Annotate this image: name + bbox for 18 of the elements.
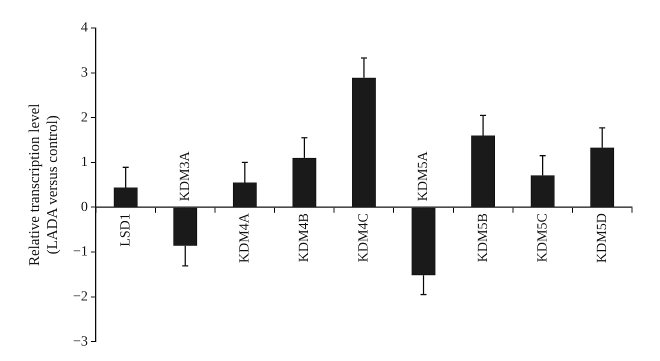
y-tick-label: −3 [72,334,88,350]
x-tick-label: KDM5A [416,150,432,202]
x-tick-label: LSD1 [118,213,134,247]
y-tick-label: −2 [72,289,88,304]
x-tick-label: KDM5D [594,213,610,263]
x-tick-label: KDM4C [356,213,372,262]
x-tick-label: KDM3A [178,150,193,202]
y-tick-label: 1 [80,155,88,170]
x-tick-label: KDM4A [237,212,252,263]
x-tick-label: KDM5B [476,213,491,262]
y-tick-label: −1 [72,244,88,260]
y-tick-label: 0 [80,200,88,215]
y-tick-label: 4 [80,20,88,36]
x-tick-label: KDM4B [297,213,312,262]
y-axis-title: Relative transcription level (LADA versus control) [26,104,61,266]
y-tick-label: 2 [80,110,88,126]
x-tick-label: KDM5C [535,213,550,262]
y-tick-label: 3 [80,65,88,80]
